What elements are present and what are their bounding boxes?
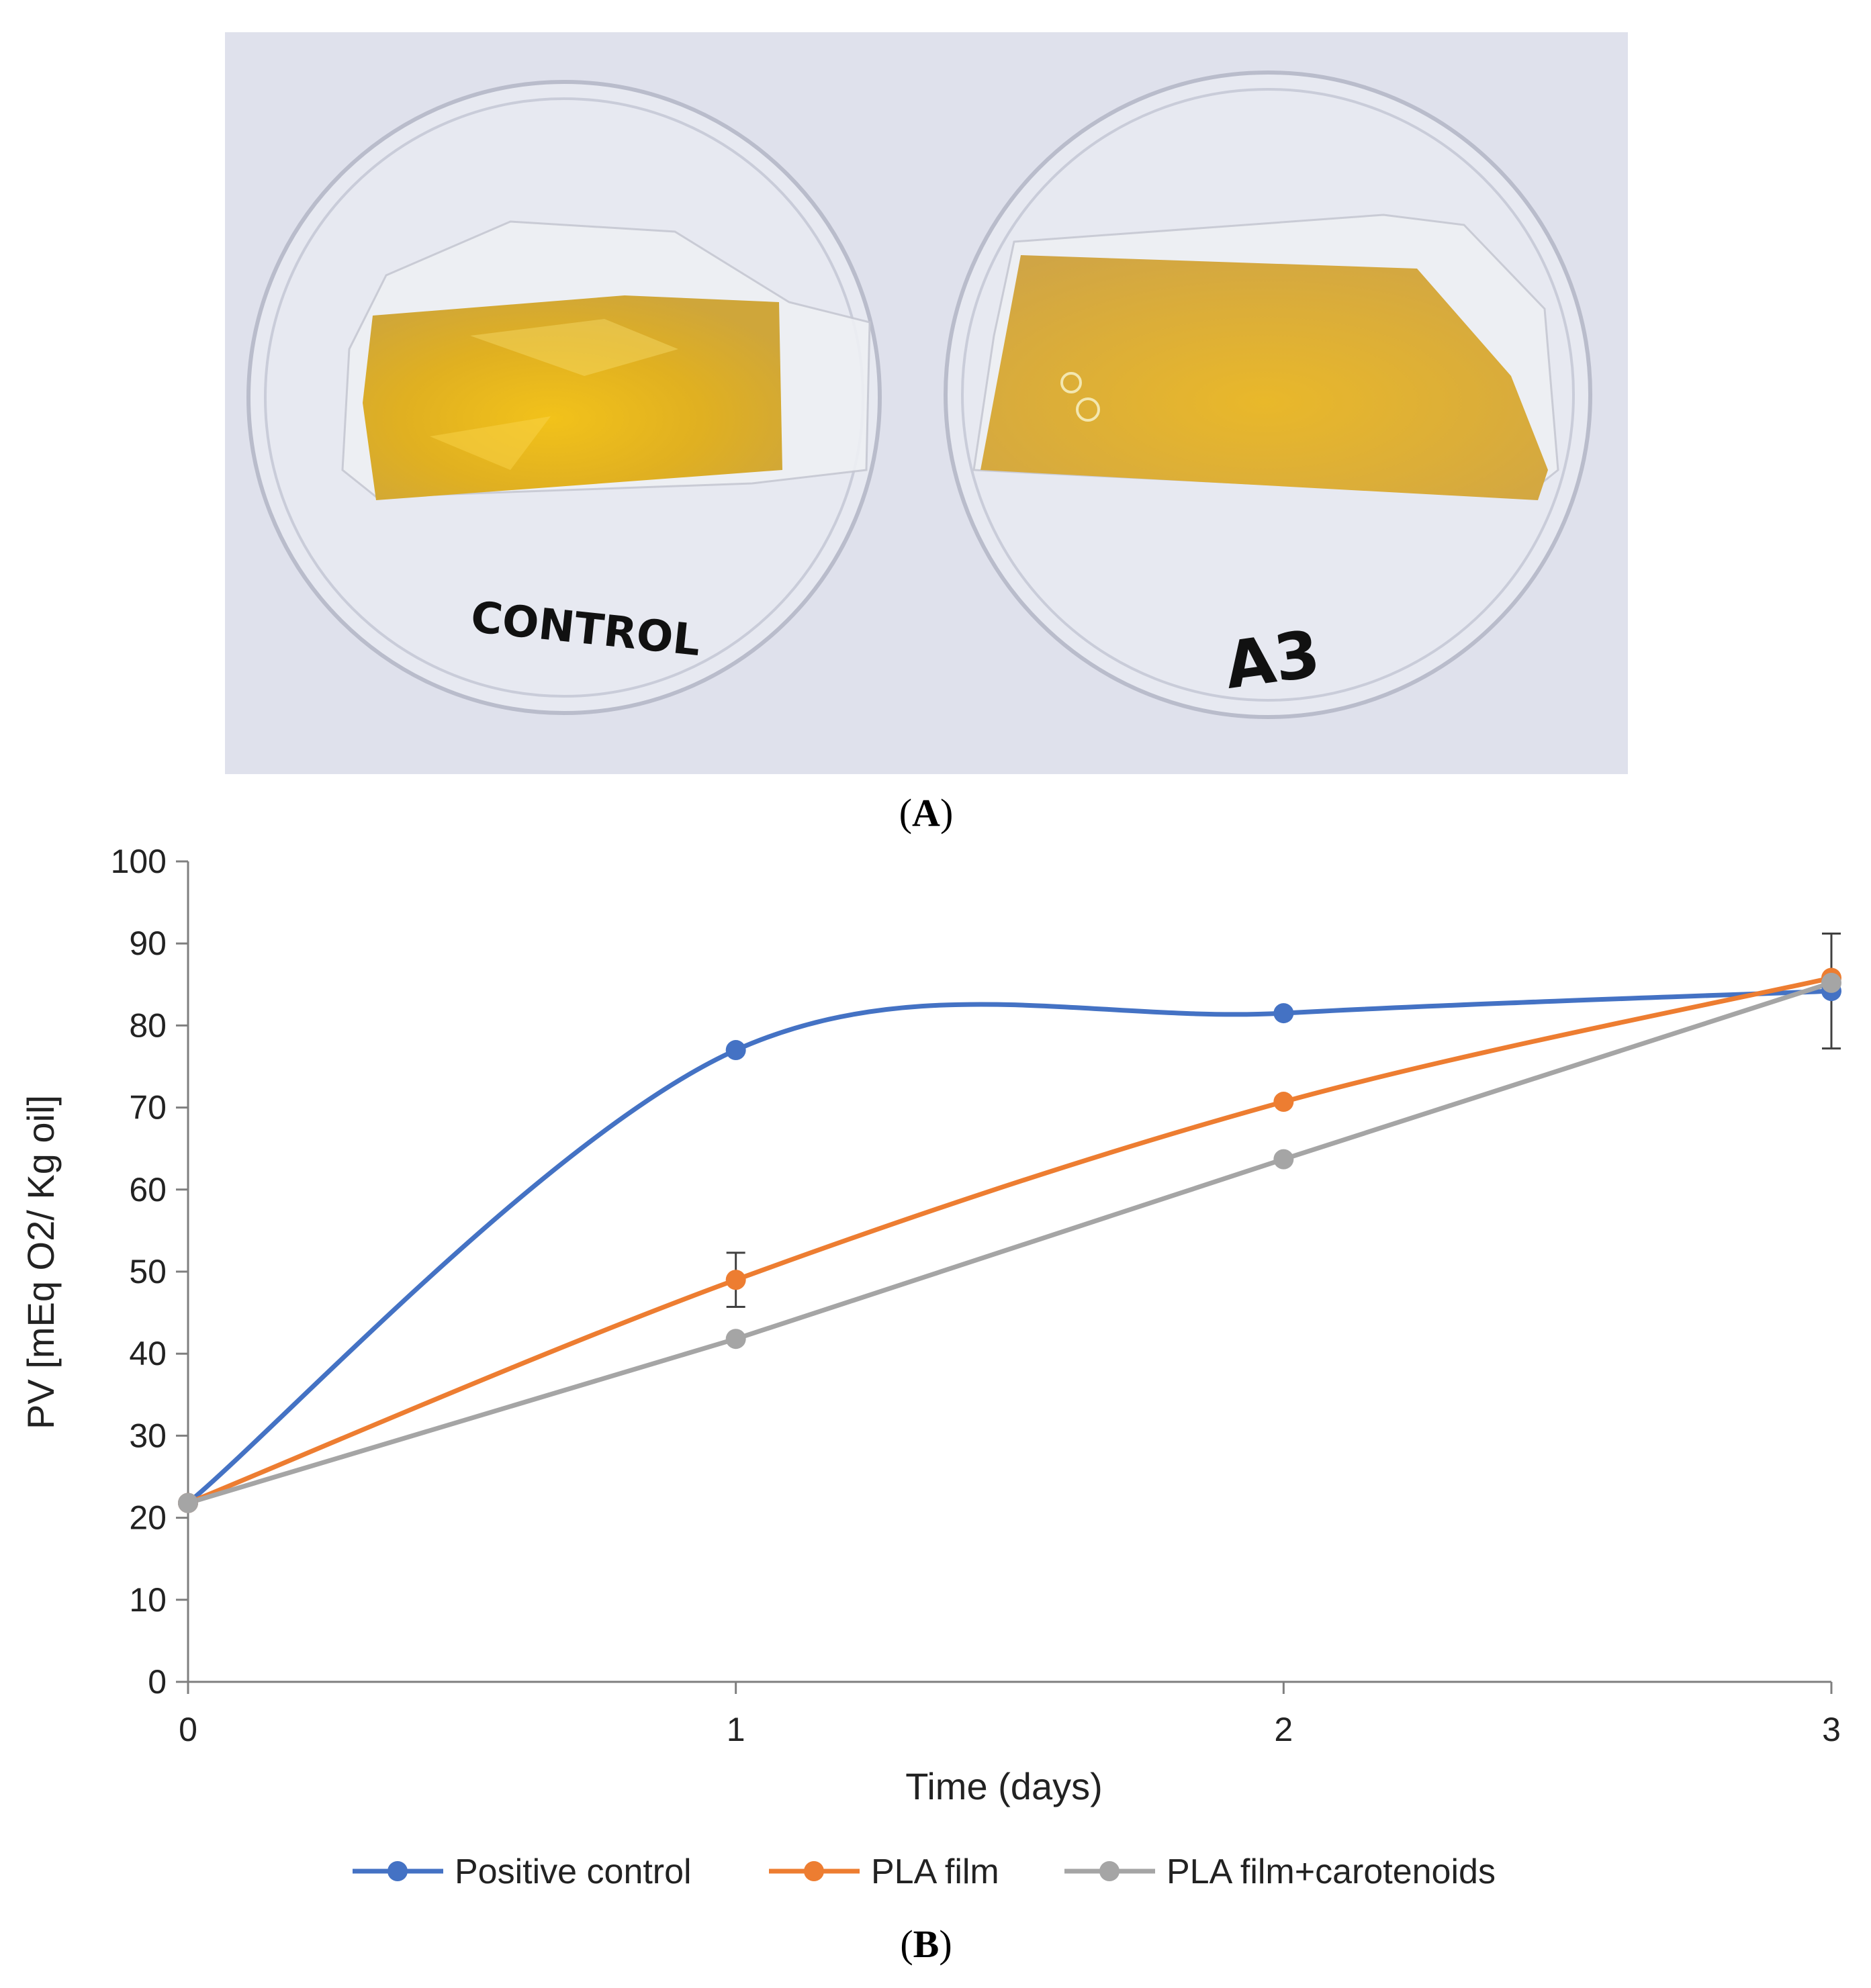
petri-dish-left: CONTROL bbox=[246, 80, 882, 715]
data-point bbox=[1273, 1003, 1294, 1024]
x-tick-label: 0 bbox=[179, 1711, 197, 1748]
oil-sample-right bbox=[980, 255, 1548, 500]
data-point bbox=[725, 1329, 746, 1350]
y-tick-label: 70 bbox=[129, 1089, 167, 1127]
petri-dish-right: A3 bbox=[944, 70, 1592, 719]
series-points bbox=[178, 967, 1841, 1513]
legend-marker bbox=[804, 1861, 824, 1881]
chart-legend: Positive control PLA film PLA film+caroten… bbox=[353, 1852, 1496, 1891]
legend-label: PLA film+carotenoids bbox=[1167, 1852, 1496, 1891]
data-point bbox=[725, 1270, 746, 1290]
legend-label: PLA film bbox=[871, 1852, 999, 1891]
x-tick-label: 2 bbox=[1274, 1711, 1293, 1748]
y-axis-ticks: 0 10 20 30 40 50 60 70 80 90 100 bbox=[111, 843, 188, 1701]
data-point bbox=[178, 1493, 198, 1513]
y-tick-label: 90 bbox=[129, 925, 167, 962]
data-point bbox=[1273, 1092, 1294, 1113]
legend-marker bbox=[1099, 1861, 1120, 1881]
line-chart: 0 10 20 30 40 50 60 70 80 90 100 0 1 2 3 PV [mEq O2/ … bbox=[19, 843, 1841, 1966]
panel-a-letter: A bbox=[912, 791, 940, 835]
x-tick-label: 1 bbox=[727, 1711, 745, 1748]
error-bars bbox=[726, 933, 1841, 1309]
y-tick-label: 10 bbox=[129, 1581, 167, 1619]
legend-marker bbox=[387, 1861, 408, 1881]
y-tick-label: 20 bbox=[129, 1499, 167, 1537]
x-axis-title: Time (days) bbox=[905, 1765, 1103, 1807]
legend-label: Positive control bbox=[455, 1852, 692, 1891]
data-point bbox=[1821, 972, 1841, 993]
photo-panel: CONTROL A3 (A) bbox=[225, 32, 1628, 835]
series-lines bbox=[185, 976, 1834, 1506]
y-tick-label: 50 bbox=[129, 1253, 167, 1290]
data-point bbox=[1273, 1149, 1294, 1170]
y-tick-label: 0 bbox=[148, 1663, 167, 1701]
series-line bbox=[185, 980, 1834, 1506]
series-line bbox=[185, 988, 1834, 1506]
y-tick-label: 30 bbox=[129, 1417, 167, 1454]
panel-b-letter: B bbox=[913, 1922, 940, 1966]
y-tick-label: 80 bbox=[129, 1006, 167, 1044]
x-axis-ticks: 0 1 2 3 bbox=[179, 1682, 1841, 1748]
y-tick-label: 40 bbox=[129, 1335, 167, 1372]
data-point bbox=[725, 1040, 746, 1061]
y-axis-title: PV [mEq O2/ Kg oil] bbox=[19, 1095, 62, 1429]
y-tick-label: 100 bbox=[111, 843, 167, 880]
series-line bbox=[185, 976, 1834, 1506]
panel-b-label: (B) bbox=[900, 1922, 952, 1966]
y-tick-label: 60 bbox=[129, 1171, 167, 1209]
panel-a-label: (A) bbox=[899, 791, 954, 835]
x-tick-label: 3 bbox=[1822, 1711, 1841, 1748]
dish-right-label: A3 bbox=[1220, 616, 1324, 704]
